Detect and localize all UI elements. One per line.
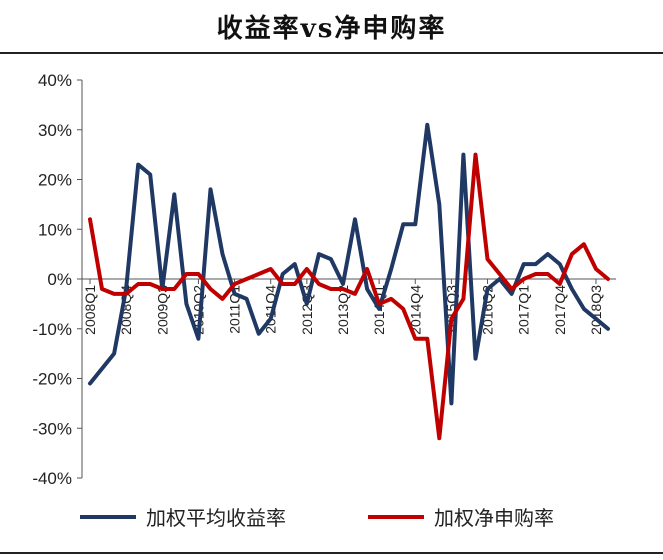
legend-item-yield: 加权平均收益率	[80, 502, 286, 531]
y-tick-label: 40%	[38, 71, 72, 90]
y-tick-label: -30%	[32, 419, 72, 438]
legend: 加权平均收益率 加权净申购率	[0, 502, 663, 538]
y-tick-label: 30%	[38, 121, 72, 140]
x-tick-label: 2017Q4	[552, 285, 568, 335]
x-tick-label: 2017Q1	[516, 285, 532, 335]
y-axis: 40% 30% 20% 10% 0% -10% -20% -30% -40%	[32, 71, 83, 488]
legend-swatch-subscription	[368, 514, 424, 519]
series-lines	[88, 122, 610, 441]
chart-title: 收益率vs净申购率	[216, 14, 447, 44]
y-tick-label: 0%	[47, 270, 72, 289]
y-tick-label: -10%	[32, 320, 72, 339]
legend-swatch-yield	[80, 514, 136, 519]
x-tick-label: 2009Q3	[154, 285, 170, 335]
bottom-divider	[0, 552, 663, 554]
y-tick-label: -40%	[32, 469, 72, 488]
y-tick-label: -20%	[32, 370, 72, 389]
series-line-subscription	[88, 152, 610, 441]
title-divider	[0, 52, 663, 54]
series-line-yield	[88, 122, 610, 406]
x-tick-label: 2008Q4	[118, 285, 134, 335]
x-tick-label: 2018Q3	[588, 285, 604, 335]
line-chart: 40% 30% 20% 10% 0% -10% -20% -30% -40% 2008Q1 200…	[32, 71, 616, 488]
legend-label-yield: 加权平均收益率	[146, 506, 286, 530]
legend-item-subscription: 加权净申购率	[368, 502, 554, 531]
x-tick-label: 2013Q2	[335, 285, 351, 335]
x-tick-label: 2008Q1	[82, 285, 98, 335]
legend-label-subscription: 加权净申购率	[434, 506, 554, 530]
x-tick-label: 2014Q4	[407, 285, 423, 335]
y-tick-label: 10%	[38, 220, 72, 239]
y-tick-label: 20%	[38, 171, 72, 190]
